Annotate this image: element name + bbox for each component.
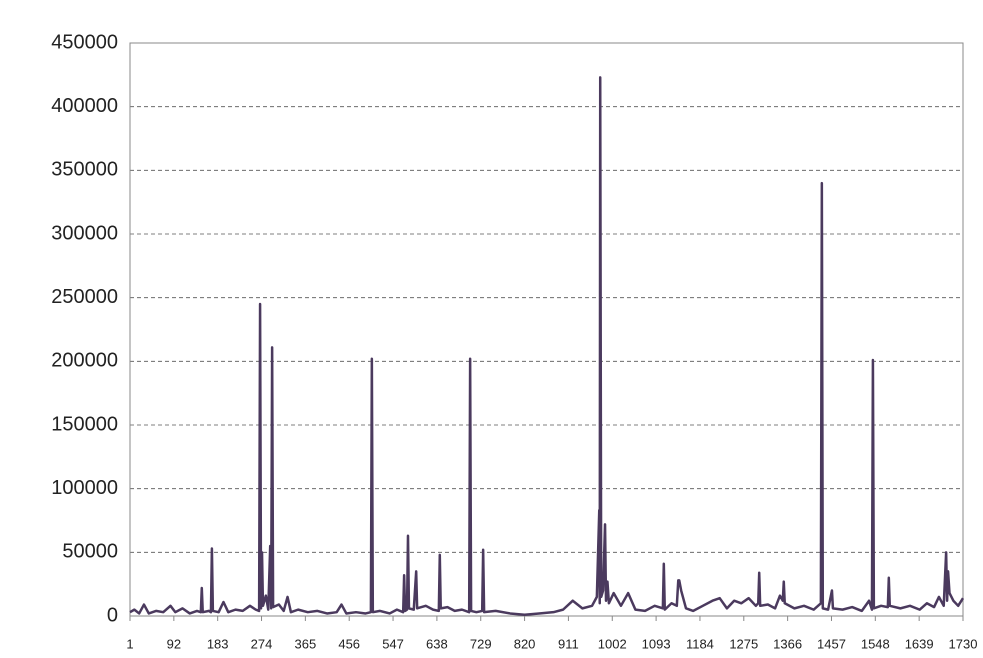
y-tick-label: 450000 <box>51 31 118 53</box>
x-tick-label: 274 <box>251 636 273 651</box>
y-tick-label: 150000 <box>51 413 118 435</box>
y-tick-label: 400000 <box>51 95 118 117</box>
x-tick-label: 1184 <box>686 636 714 651</box>
y-tick-label: 0 <box>107 604 118 626</box>
plot-border <box>129 42 964 617</box>
x-tick-label: 1002 <box>598 636 627 651</box>
x-tick-label: 1730 <box>949 636 978 651</box>
x-tick-label: 456 <box>338 636 360 651</box>
y-tick-label: 300000 <box>51 222 118 244</box>
x-tick-label: 1639 <box>905 636 934 651</box>
x-tick-label: 183 <box>207 636 229 651</box>
x-tick-label: 92 <box>167 636 181 651</box>
line-series <box>129 76 965 616</box>
x-tick-label: 729 <box>470 636 492 651</box>
x-tick-label: 365 <box>295 636 317 651</box>
y-tick-label: 350000 <box>51 159 118 181</box>
y-tick-label: 250000 <box>51 286 118 308</box>
x-tick-label: 547 <box>382 636 404 651</box>
x-tick-label: 1093 <box>642 636 671 651</box>
x-tick-label: 1548 <box>861 636 890 651</box>
y-tick-label: 200000 <box>51 350 118 372</box>
x-tick-label: 638 <box>426 636 448 651</box>
x-tick-label: 1275 <box>729 636 758 651</box>
x-tick-label: 1457 <box>817 636 846 651</box>
x-tick-label: 1 <box>126 636 133 651</box>
y-tick-label: 50000 <box>62 541 118 563</box>
x-tick-label: 911 <box>558 636 579 651</box>
x-tick-label: 1366 <box>773 636 802 651</box>
x-tick-label: 820 <box>514 636 536 651</box>
y-tick-label: 100000 <box>51 477 118 499</box>
